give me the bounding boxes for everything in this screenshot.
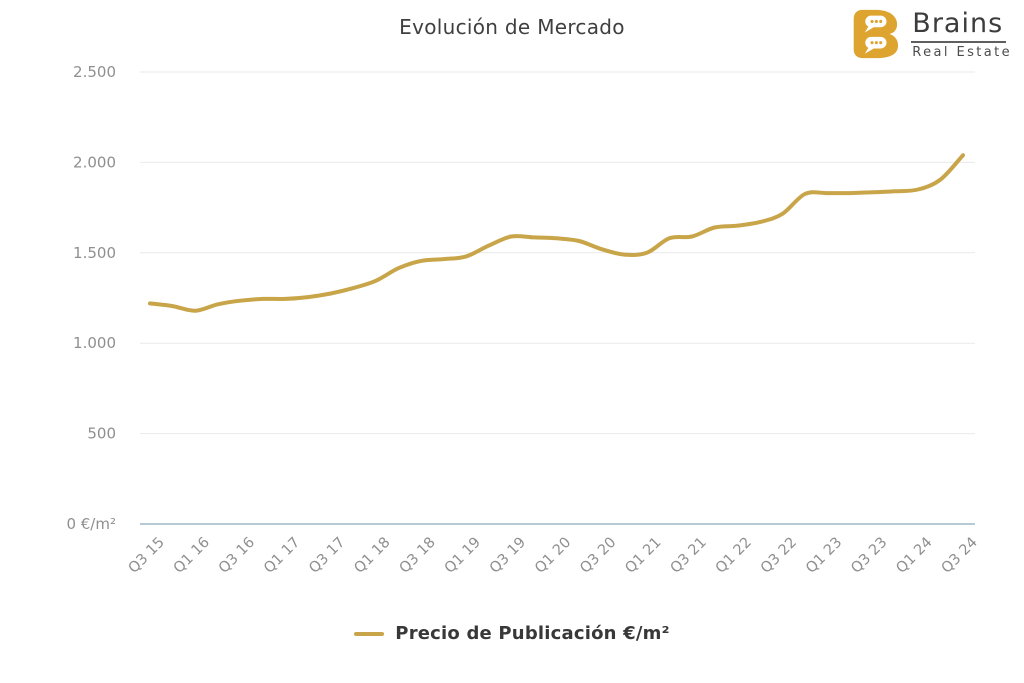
- y-tick-label: 0 €/m²: [66, 515, 116, 533]
- chart-title: Evolución de Mercado: [399, 15, 625, 39]
- x-tick-label: Q1 19: [442, 535, 484, 577]
- x-tick-label: Q3 15: [126, 535, 168, 577]
- y-tick-label: 1.000: [73, 334, 116, 352]
- x-tick-label: Q1 16: [171, 535, 213, 577]
- x-tick-label: Q1 20: [532, 535, 574, 577]
- x-tick-label: Q1 23: [803, 535, 845, 577]
- brand-logo: Brains Real Estate: [846, 6, 1012, 62]
- brand-subtitle: Real Estate: [912, 44, 1012, 60]
- x-tick-label: Q1 21: [622, 535, 664, 577]
- x-tick-label: Q1 17: [261, 535, 303, 577]
- y-tick-label: 500: [87, 425, 116, 443]
- series-line-precio-publicacion: [148, 153, 965, 313]
- brains-b-icon: [854, 9, 899, 59]
- y-tick-label: 2.000: [73, 153, 116, 171]
- x-tick-label: Q1 22: [713, 535, 755, 577]
- x-tick-label: Q1 24: [893, 535, 935, 577]
- legend-item-precio[interactable]: Precio de Publicación €/m²: [354, 623, 669, 644]
- brand-name: Brains: [911, 8, 1007, 43]
- y-tick-label: 1.500: [73, 244, 116, 262]
- legend-label: Precio de Publicación €/m²: [395, 623, 670, 644]
- x-tick-label: Q3 17: [306, 535, 348, 577]
- x-tick-label: Q3 24: [939, 535, 981, 577]
- x-tick-label: Q3 16: [216, 535, 258, 577]
- brand-text: Brains Real Estate: [911, 8, 1012, 60]
- legend-line-swatch: [354, 631, 385, 636]
- x-tick-label: Q3 21: [668, 535, 710, 577]
- x-tick-label: Q3 20: [577, 535, 619, 577]
- x-tick-label: Q1 18: [351, 535, 393, 577]
- chart-legend: Precio de Publicación €/m²: [0, 623, 1024, 644]
- x-tick-label: Q3 19: [487, 535, 529, 577]
- x-tick-label: Q3 22: [758, 535, 800, 577]
- y-tick-label: 2.500: [73, 63, 116, 81]
- x-tick-label: Q3 23: [848, 535, 890, 577]
- x-tick-label: Q3 18: [397, 535, 439, 577]
